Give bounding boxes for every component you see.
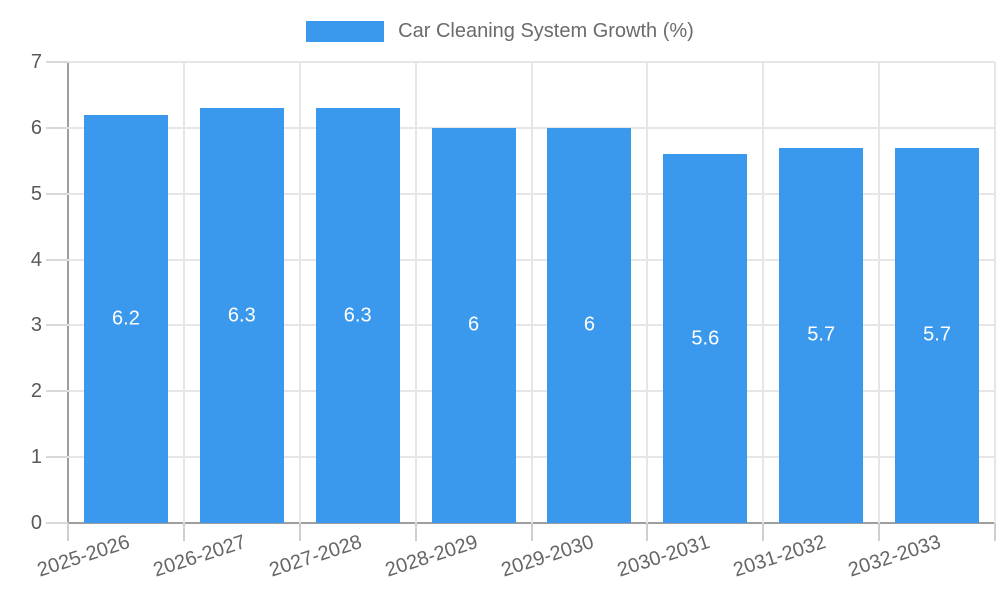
y-tick bbox=[46, 324, 68, 327]
bar[interactable]: 6 bbox=[431, 127, 516, 523]
bar-value-label: 6.2 bbox=[112, 307, 140, 330]
bar[interactable]: 6 bbox=[547, 127, 632, 523]
x-axis-label: 2026-2027 bbox=[150, 531, 249, 582]
legend-swatch[interactable] bbox=[306, 21, 385, 42]
x-axis-label: 2029-2030 bbox=[498, 531, 597, 582]
bar-value-label: 6 bbox=[468, 313, 480, 336]
chart-legend: Car Cleaning System Growth (%) bbox=[0, 20, 1000, 43]
y-tick bbox=[46, 456, 68, 459]
x-tick bbox=[182, 523, 185, 541]
y-tick-label: 5 bbox=[30, 182, 42, 205]
y-tick-label: 2 bbox=[30, 380, 42, 403]
bar-value-label: 6.3 bbox=[343, 304, 372, 327]
y-axis-line bbox=[67, 62, 69, 541]
x-tick bbox=[646, 523, 649, 541]
y-tick bbox=[46, 192, 68, 195]
y-tick bbox=[46, 126, 68, 129]
x-tick bbox=[298, 523, 301, 541]
x-tick bbox=[994, 523, 996, 541]
y-tick bbox=[46, 61, 68, 63]
x-axis-label: 2027-2028 bbox=[266, 531, 365, 582]
bar[interactable]: 6.3 bbox=[199, 108, 284, 523]
gridline-v bbox=[414, 62, 417, 523]
bar[interactable]: 6.3 bbox=[315, 108, 400, 523]
bar[interactable]: 5.7 bbox=[895, 147, 980, 523]
bar[interactable]: 5.7 bbox=[779, 147, 864, 523]
y-tick bbox=[46, 258, 68, 261]
plot-area: 6.2 6.3 6.3 6 6 5.6 5.7 5.7 bbox=[68, 61, 996, 523]
y-tick bbox=[46, 390, 68, 393]
x-axis-label: 2025-2026 bbox=[34, 531, 133, 582]
x-tick bbox=[67, 523, 69, 541]
x-axis-label: 2032-2033 bbox=[846, 531, 944, 582]
y-tick-label: 0 bbox=[30, 512, 42, 534]
x-tick bbox=[530, 523, 533, 541]
bar-value-label: 5.7 bbox=[923, 323, 951, 346]
gridline-v bbox=[182, 62, 185, 523]
x-tick bbox=[414, 523, 417, 541]
legend-label[interactable]: Car Cleaning System Growth (%) bbox=[398, 20, 694, 42]
y-tick-label: 6 bbox=[30, 116, 42, 139]
bar-value-label: 5.6 bbox=[691, 327, 720, 350]
bar[interactable]: 6.2 bbox=[83, 114, 168, 523]
bar[interactable]: 5.6 bbox=[663, 154, 748, 523]
gridline-v bbox=[646, 62, 649, 523]
y-tick-label: 4 bbox=[30, 248, 42, 271]
gridline-v bbox=[298, 62, 301, 523]
gridline-v bbox=[878, 62, 881, 523]
x-axis-label: 2031-2032 bbox=[730, 531, 828, 582]
gridline-v bbox=[530, 62, 533, 523]
x-tick bbox=[762, 523, 765, 541]
x-tick bbox=[878, 523, 881, 541]
y-tick-label: 3 bbox=[30, 314, 42, 337]
x-axis-label: 2028-2029 bbox=[382, 531, 481, 582]
y-tick-label: 1 bbox=[30, 446, 42, 469]
y-tick bbox=[46, 522, 68, 524]
gridline-v bbox=[762, 62, 765, 523]
bar-value-label: 6.3 bbox=[227, 304, 256, 327]
y-tick-label: 7 bbox=[30, 51, 42, 73]
gridline-v bbox=[994, 62, 996, 523]
bar-value-label: 5.7 bbox=[807, 323, 836, 346]
x-axis-label: 2030-2031 bbox=[614, 531, 713, 582]
bar-value-label: 6 bbox=[583, 313, 595, 336]
